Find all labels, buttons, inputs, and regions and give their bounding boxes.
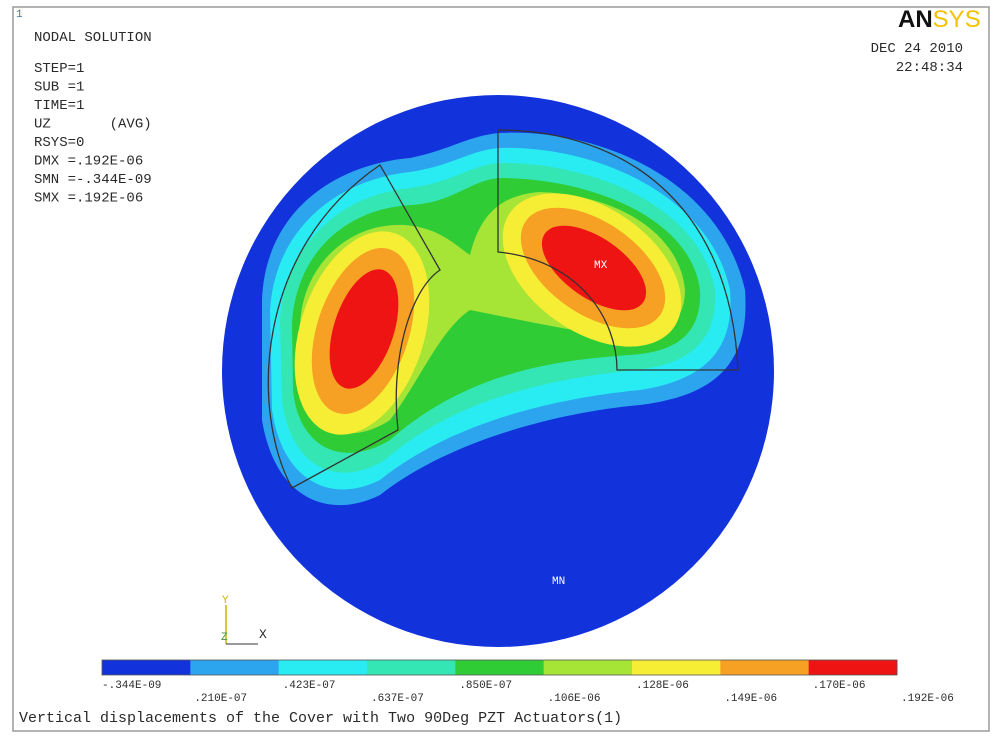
legend-border [101, 659, 898, 676]
legend-label: -.344E-09 [102, 680, 161, 692]
min-marker: MN [552, 576, 565, 588]
triad-z: Z [221, 632, 228, 644]
legend-swatch [102, 660, 191, 675]
info-line: SUB =1 [34, 80, 84, 96]
triad-x: X [259, 627, 267, 642]
legend-label: .210E-07 [194, 693, 247, 705]
info-line: DMX =.192E-06 [34, 154, 143, 170]
triad-y: Y [222, 595, 229, 607]
legend-swatch [632, 660, 721, 675]
band-8-right [541, 225, 647, 311]
info-line: NODAL SOLUTION [34, 30, 152, 46]
logo: ANSYS [898, 6, 981, 33]
logo-bold: AN [898, 6, 933, 33]
caption: Vertical displacements of the Cover with… [19, 710, 622, 727]
info-line: SMX =.192E-06 [34, 191, 143, 207]
legend-label: .192E-06 [901, 693, 954, 705]
legend-label: .850E-07 [459, 680, 512, 692]
info-line: SMN =-.344E-09 [34, 172, 152, 188]
legend-swatch [720, 660, 810, 675]
actuator-outline-left [267, 164, 441, 489]
info-line: STEP=1 [34, 61, 84, 77]
legend-swatch [367, 660, 456, 675]
band-8-left [329, 269, 399, 389]
max-marker: MX [594, 260, 608, 272]
legend-label: .128E-06 [636, 680, 689, 692]
legend-label: .637E-07 [371, 693, 424, 705]
legend-swatch [808, 660, 898, 675]
triad: Y Z X [221, 595, 267, 645]
legend-label: .106E-06 [548, 693, 601, 705]
legend-label: .170E-06 [813, 680, 866, 692]
legend-swatch [278, 660, 368, 675]
actuator-outline-right [497, 129, 739, 371]
legend-swatch [543, 660, 633, 675]
color-legend: -.344E-09 .210E-07 .423E-07 .637E-07 .850E-0… [101, 659, 954, 705]
contour-plot: MX MN [222, 95, 774, 647]
legend-label: .423E-07 [283, 680, 336, 692]
time: 22:48:34 [896, 60, 963, 76]
info-block: NODAL SOLUTION STEP=1 SUB =1 TIME=1 UZ (AVG)… [34, 30, 152, 207]
legend-label: .149E-06 [724, 693, 777, 705]
legend-swatch [190, 660, 280, 675]
legend-swatch [455, 660, 545, 675]
window-number: 1 [16, 9, 23, 21]
info-line: TIME=1 [34, 98, 84, 114]
info-line: UZ (AVG) [34, 117, 152, 133]
logo-light: SYS [933, 6, 981, 33]
info-line: RSYS=0 [34, 135, 84, 151]
date: DEC 24 2010 [871, 41, 963, 57]
